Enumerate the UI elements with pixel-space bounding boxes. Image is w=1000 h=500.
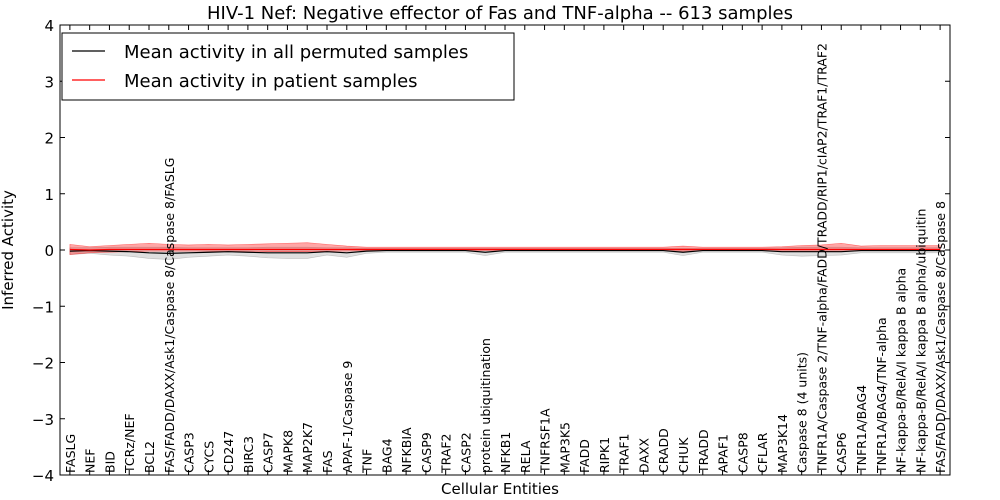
x-axis-label: Cellular Entities <box>441 480 559 498</box>
x-tick-label: protein ubiquitination <box>478 338 493 473</box>
x-tick-label: MAPK8 <box>280 430 295 473</box>
x-tick-label: NF-kappa-B/RelA/I kappa B alpha <box>894 268 909 473</box>
x-tick-label: MAP3K14 <box>775 414 790 473</box>
x-tick-label: TNFR1A/BAG4 <box>854 385 869 474</box>
line-patient <box>69 248 941 251</box>
y-tick-label: −1 <box>32 298 54 316</box>
x-tick-label: FASLG <box>63 434 78 473</box>
x-tick-label: APAF1 <box>716 434 731 473</box>
x-axis-ticks: FASLG NEF BID TCRz/NEF BCL2 FAS/FADD/DAXX/Ask… <box>63 25 948 475</box>
y-tick-label: −3 <box>32 411 54 429</box>
y-tick-label: −2 <box>32 355 54 373</box>
x-tick-label: CFLAR <box>755 432 770 473</box>
x-tick-label: CD247 <box>221 431 236 473</box>
x-tick-label: MAP2K7 <box>300 422 315 473</box>
legend-label-patient: Mean activity in patient samples <box>124 71 418 92</box>
y-tick-label: 1 <box>44 186 54 204</box>
x-tick-label: CHUK <box>676 437 691 473</box>
x-tick-label: MAP3K5 <box>557 422 572 473</box>
x-tick-label: TNF <box>360 449 375 474</box>
x-tick-label: TRAF1 <box>617 433 632 474</box>
plot-frame <box>59 24 951 476</box>
x-tick-label: FAS/FADD/DAXX/Ask1/Caspase 8/Caspase 8/F… <box>162 158 177 473</box>
x-tick-label: CASP6 <box>834 432 849 473</box>
x-tick-label: BID <box>102 451 117 473</box>
x-tick-label: TNFR1A/BAG4/TNF-alpha <box>874 317 889 474</box>
x-tick-label: CASP7 <box>261 432 276 473</box>
x-tick-label: APAF-1/Caspase 9 <box>340 361 355 473</box>
y-tick-label: 0 <box>44 242 54 260</box>
legend-box <box>61 32 515 101</box>
y-tick-label: 3 <box>44 73 54 91</box>
x-tick-label: CASP8 <box>735 432 750 473</box>
series-lines <box>69 248 941 254</box>
x-tick-label: CASP3 <box>182 432 197 473</box>
x-tick-label: TCRz/NEF <box>122 413 137 474</box>
x-tick-label: NEF <box>83 449 98 473</box>
x-tick-label: FAS <box>320 450 335 473</box>
x-tick-label: NFKB1 <box>498 432 513 473</box>
chart-title: HIV-1 Nef: Negative effector of Fas and … <box>207 3 793 24</box>
legend: Mean activity in all permuted samples Me… <box>61 32 515 101</box>
x-tick-label: Caspase 8 (4 units) <box>795 352 810 473</box>
x-tick-label: BIRC3 <box>241 436 256 473</box>
line-permuted <box>69 249 941 254</box>
x-tick-label: BCL2 <box>142 441 157 473</box>
y-tick-label: −4 <box>32 467 54 485</box>
x-tick-label: TNFR1A/Caspase 2/TNF-alpha/FADD/TRADD/RI… <box>814 43 829 474</box>
x-tick-label: RELA <box>518 440 533 473</box>
x-tick-label: DAXX <box>636 437 651 473</box>
x-tick-label: NF-kappa-B/RelA/I kappa B alpha/ubiquiti… <box>913 209 928 473</box>
x-tick-label: NFKBIA <box>399 427 414 473</box>
x-tick-label: FAS/FADD/DAXX/Ask1/Caspase 8/Caspase 8 <box>933 201 948 473</box>
y-tick-label: 4 <box>44 17 54 35</box>
x-tick-label: TRADD <box>696 429 711 474</box>
x-tick-label: TNFRSF1A <box>538 408 553 474</box>
x-tick-label: BAG4 <box>379 438 394 473</box>
legend-label-permuted: Mean activity in all permuted samples <box>124 42 468 63</box>
y-axis-ticks: 4 3 2 1 0 −1 −2 −3 −4 <box>32 17 950 485</box>
x-tick-label: RIPK1 <box>597 437 612 473</box>
x-tick-label: CYCS <box>201 441 216 473</box>
y-tick-label: 2 <box>44 130 54 148</box>
y-axis-label: Inferred Activity <box>0 190 17 310</box>
x-tick-label: FADD <box>577 439 592 473</box>
x-tick-label: CASP2 <box>458 432 473 473</box>
x-tick-label: CASP9 <box>419 432 434 473</box>
x-tick-label: TRAF2 <box>439 433 454 474</box>
x-tick-label: CRADD <box>656 428 671 473</box>
